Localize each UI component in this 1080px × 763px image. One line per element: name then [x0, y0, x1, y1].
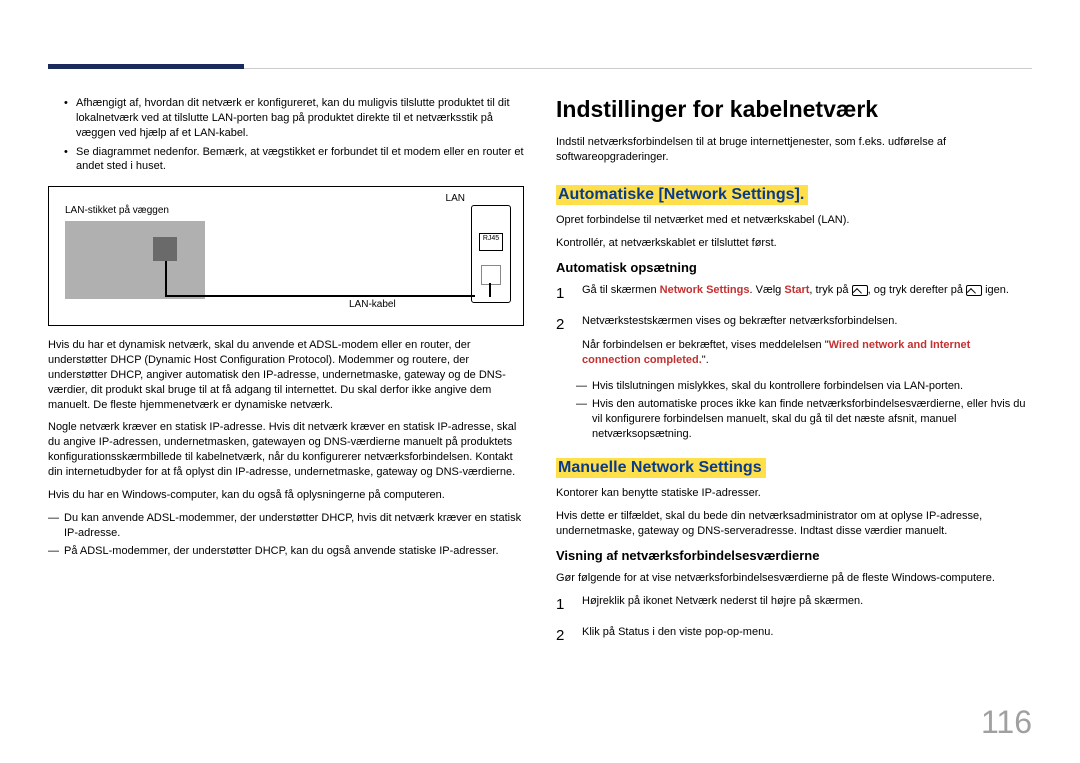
- bullet-item: Se diagrammet nedenfor. Bemærk, at vægst…: [48, 145, 524, 179]
- body-paragraph: Hvis du har et dynamisk netværk, skal du…: [48, 338, 524, 412]
- main-title: Indstillinger for kabelnetværk: [556, 96, 1032, 123]
- text-fragment: ".: [702, 354, 709, 366]
- step-text: Netværkstestskærmen vises og bekræfter n…: [582, 314, 1032, 329]
- text-fragment: Når forbindelsen er bekræftet, vises med…: [582, 339, 829, 351]
- body-paragraph: Opret forbindelse til netværket med et n…: [556, 213, 1032, 228]
- bullet-item: Afhængigt af, hvordan dit netværk er kon…: [48, 96, 524, 145]
- dash-note: Hvis den automatiske proces ikke kan fin…: [556, 397, 1032, 442]
- step-body: Gå til skærmen Network Settings. Vælg St…: [582, 283, 1032, 304]
- diagram-wall: [65, 221, 205, 299]
- enter-icon: [966, 285, 982, 296]
- diagram-device: [471, 205, 511, 303]
- dash-note: På ADSL-modemmer, der understøtter DHCP,…: [48, 544, 524, 559]
- subsection-heading: Visning af netværksforbindelsesværdierne: [556, 548, 1032, 563]
- step-number: 2: [556, 625, 570, 646]
- step-row: 1 Højreklik på ikonet Netværk nederst ti…: [556, 594, 1032, 615]
- dash-note: Du kan anvende ADSL-modemmer, der unders…: [48, 511, 524, 541]
- diagram-cable-label: LAN-kabel: [349, 299, 396, 310]
- step-number: 1: [556, 283, 570, 304]
- top-accent: [48, 64, 244, 69]
- step-term: Start: [784, 284, 809, 296]
- step-number: 2: [556, 314, 570, 368]
- step-text: , tryk på: [809, 284, 851, 296]
- section-heading-manual: Manuelle Network Settings: [556, 458, 766, 478]
- diagram-port: [481, 265, 501, 285]
- right-column: Indstillinger for kabelnetværk Indstil n…: [556, 96, 1032, 656]
- step-text: , og tryk derefter på: [868, 284, 966, 296]
- step-number: 1: [556, 594, 570, 615]
- step-row: 2 Netværkstestskærmen vises og bekræfter…: [556, 314, 1032, 368]
- body-paragraph: Gør følgende for at vise netværksforbind…: [556, 571, 1032, 586]
- diagram-cable-segment: [489, 283, 491, 297]
- step-text: . Vælg: [750, 284, 785, 296]
- bullet-list: Afhængigt af, hvordan dit netværk er kon…: [48, 96, 524, 178]
- step-text: Gå til skærmen: [582, 284, 660, 296]
- step-row: 1 Gå til skærmen Network Settings. Vælg …: [556, 283, 1032, 304]
- step-body: Højreklik på ikonet Netværk nederst til …: [582, 594, 1032, 615]
- diagram-cable-segment: [165, 261, 167, 297]
- diagram-wall-label: LAN-stikket på væggen: [65, 205, 169, 216]
- body-paragraph: Hvis du har en Windows-computer, kan du …: [48, 488, 524, 503]
- section-heading-auto: Automatiske [Network Settings].: [556, 185, 808, 205]
- intro-paragraph: Indstil netværksforbindelsen til at brug…: [556, 135, 1032, 165]
- diagram-rj45: RJ45: [479, 233, 503, 251]
- step-text: Når forbindelsen er bekræftet, vises med…: [582, 338, 1032, 369]
- step-body: Netværkstestskærmen vises og bekræfter n…: [582, 314, 1032, 368]
- diagram-socket: [153, 237, 177, 261]
- step-term: Network Settings: [660, 284, 750, 296]
- lan-diagram: LAN LAN-stikket på væggen RJ45 LAN-kabel: [48, 186, 524, 326]
- enter-icon: [852, 285, 868, 296]
- diagram-cable-segment: [165, 295, 475, 297]
- dash-note: Hvis tilslutningen mislykkes, skal du ko…: [556, 379, 1032, 394]
- step-row: 2 Klik på Status i den viste pop-op-menu…: [556, 625, 1032, 646]
- page-content: Afhængigt af, hvordan dit netværk er kon…: [48, 96, 1032, 656]
- diagram-lan-label: LAN: [446, 193, 465, 204]
- step-body: Klik på Status i den viste pop-op-menu.: [582, 625, 1032, 646]
- body-paragraph: Kontorer kan benytte statiske IP-adresse…: [556, 486, 1032, 501]
- left-column: Afhængigt af, hvordan dit netværk er kon…: [48, 96, 524, 656]
- body-paragraph: Kontrollér, at netværkskablet er tilslut…: [556, 236, 1032, 251]
- body-paragraph: Nogle netværk kræver en statisk IP-adres…: [48, 420, 524, 479]
- body-paragraph: Hvis dette er tilfældet, skal du bede di…: [556, 509, 1032, 539]
- subsection-heading: Automatisk opsætning: [556, 260, 1032, 275]
- step-text: igen.: [982, 284, 1009, 296]
- page-number: 116: [981, 704, 1032, 741]
